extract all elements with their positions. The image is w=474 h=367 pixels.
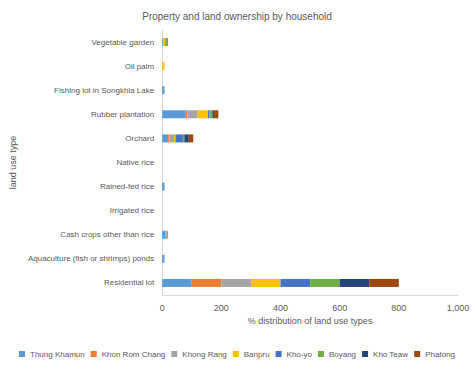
svg-text:1,000: 1,000 bbox=[447, 303, 470, 313]
svg-text:Kho Teaw: Kho Teaw bbox=[373, 350, 408, 359]
svg-text:0: 0 bbox=[160, 303, 165, 313]
svg-text:800: 800 bbox=[391, 303, 406, 313]
svg-text:Oil palm: Oil palm bbox=[125, 62, 155, 71]
svg-text:Irrigated rice: Irrigated rice bbox=[110, 206, 155, 215]
svg-text:land use type: land use type bbox=[8, 136, 18, 190]
svg-text:Rubber plantation: Rubber plantation bbox=[91, 110, 154, 119]
svg-text:Rained-fed rice: Rained-fed rice bbox=[100, 182, 155, 191]
svg-text:Thung Khamun: Thung Khamun bbox=[30, 350, 85, 359]
svg-text:600: 600 bbox=[332, 303, 347, 313]
svg-text:Khong Rang: Khong Rang bbox=[182, 350, 226, 359]
svg-text:200: 200 bbox=[214, 303, 229, 313]
svg-text:Kho-yo: Kho-yo bbox=[287, 350, 313, 359]
svg-text:Vegetable garden: Vegetable garden bbox=[91, 38, 154, 47]
svg-text:Native rice: Native rice bbox=[116, 158, 154, 167]
svg-text:Orchard: Orchard bbox=[125, 134, 154, 143]
svg-text:Fishing lot in Songkhla Lake: Fishing lot in Songkhla Lake bbox=[54, 86, 155, 95]
svg-text:Cash crops other than rice: Cash crops other than rice bbox=[60, 230, 154, 239]
svg-text:Phatong: Phatong bbox=[425, 350, 455, 359]
svg-text:Banpru: Banpru bbox=[244, 350, 270, 359]
svg-text:Property and land ownership by: Property and land ownership by household bbox=[142, 11, 332, 22]
svg-text:Residential lot: Residential lot bbox=[104, 278, 155, 287]
svg-text:400: 400 bbox=[273, 303, 288, 313]
svg-text:Boyang: Boyang bbox=[329, 350, 356, 359]
svg-text:Aquaculture (fish or shrimps): Aquaculture (fish or shrimps) ponds bbox=[28, 254, 154, 263]
svg-text:Khon Rom Chang: Khon Rom Chang bbox=[102, 350, 166, 359]
svg-text:% distribution of land use typ: % distribution of land use types bbox=[248, 316, 373, 326]
